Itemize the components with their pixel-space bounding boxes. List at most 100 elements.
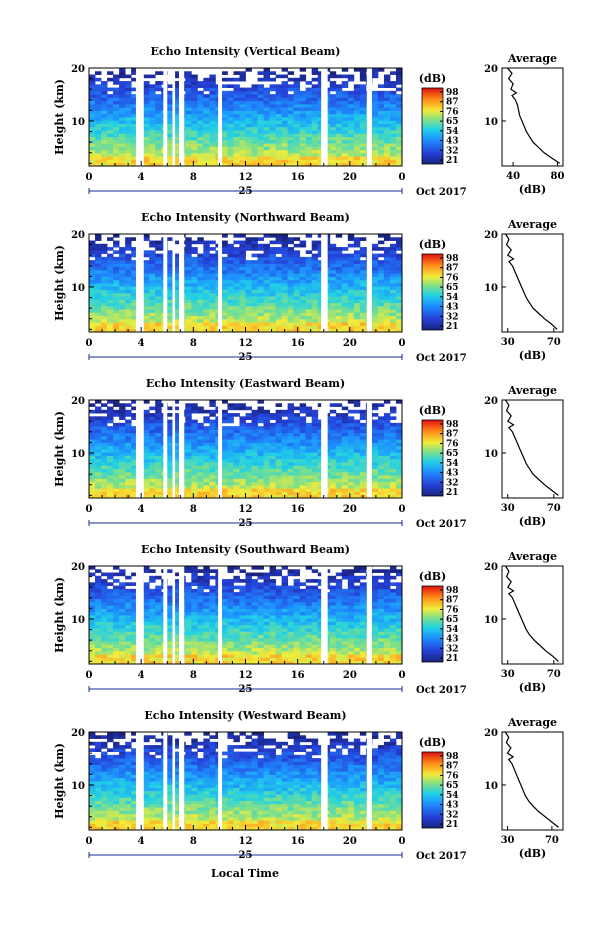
heatmap-cell: [203, 416, 210, 420]
heatmap-cell: [251, 146, 258, 151]
heatmap-cell: [185, 657, 192, 662]
heatmap-cell: [119, 156, 126, 160]
heatmap-cell: [185, 81, 192, 85]
heatmap-cell: [197, 598, 204, 603]
heatmap-cell: [275, 494, 283, 499]
x-tick-label: 20: [343, 172, 357, 183]
heatmap-cell: [377, 143, 385, 147]
heatmap-cell: [335, 94, 343, 98]
heatmap-cell: [101, 621, 108, 626]
heatmap-cell: [143, 133, 150, 137]
heatmap-cell: [305, 117, 313, 121]
heatmap-cell: [299, 279, 307, 284]
heatmap-cell: [107, 621, 114, 626]
colorbar: [421, 253, 444, 331]
heatmap-cell: [185, 615, 192, 619]
heatmap-cell: [389, 250, 397, 254]
heatmap-cell: [95, 279, 102, 284]
heatmap-cell: [191, 641, 198, 645]
heatmap-cell: [263, 71, 270, 75]
heatmap-cell: [275, 159, 283, 164]
heatmap-cell: [371, 139, 379, 144]
heatmap-cell: [317, 71, 325, 75]
heatmap-cell: [395, 97, 403, 102]
heatmap-cell: [155, 439, 162, 443]
heatmap-cell: [395, 299, 403, 303]
heatmap-cell: [245, 468, 252, 473]
heatmap-cell: [149, 647, 156, 652]
heatmap-cell: [239, 406, 246, 411]
heatmap-cell: [317, 123, 325, 128]
heatmap-cell: [155, 292, 162, 297]
heatmap-cell: [113, 269, 120, 274]
heatmap-cell: [233, 133, 240, 137]
colorbar-tick-label: 87: [446, 264, 459, 274]
heatmap-cell: [299, 266, 307, 271]
heatmap-cell: [383, 143, 391, 147]
heatmap-cell: [155, 305, 162, 310]
heatmap-cell: [131, 491, 138, 496]
heatmap-cell: [269, 328, 276, 333]
heatmap-cell: [173, 660, 180, 665]
heatmap-cell: [353, 123, 361, 128]
heatmap-cell: [125, 657, 132, 662]
heatmap-cell: [371, 488, 379, 492]
heatmap-cell: [245, 130, 252, 134]
heatmap-cell: [257, 84, 264, 88]
heatmap-cell: [209, 74, 216, 79]
heatmap-cell: [311, 422, 319, 427]
heatmap-cell: [167, 605, 174, 609]
heatmap-cell: [143, 286, 150, 290]
heatmap-cell: [287, 318, 295, 323]
colorbar-tick-label: 98: [446, 88, 459, 98]
heatmap-cell: [389, 269, 397, 274]
heatmap-cell: [377, 130, 385, 134]
heatmap-cell: [185, 322, 192, 326]
heatmap-cell: [95, 100, 102, 105]
heatmap-cell: [275, 475, 283, 479]
heatmap-cell: [185, 601, 192, 606]
heatmap-cell: [245, 276, 252, 281]
heatmap-cell: [173, 71, 180, 75]
heatmap-cell: [119, 650, 126, 655]
heatmap-cell: [287, 123, 295, 128]
heatmap-cell: [371, 253, 379, 258]
heatmap-cell: [329, 152, 337, 157]
heatmap-cell: [119, 416, 126, 420]
heatmap-cell: [95, 435, 102, 440]
heatmap-cell: [293, 123, 301, 128]
heatmap-cell: [239, 455, 246, 460]
heatmap-cell: [155, 302, 162, 307]
heatmap-cell: [317, 452, 325, 456]
heatmap-cell: [101, 605, 108, 609]
heatmap-cell: [221, 409, 228, 414]
heatmap-cell: [191, 120, 198, 124]
heatmap-cell: [269, 413, 276, 417]
heatmap-cell: [359, 315, 367, 320]
heatmap-cell: [329, 328, 337, 333]
heatmap-cell: [383, 465, 391, 469]
heatmap-cell: [101, 269, 108, 274]
heatmap-cell: [359, 471, 367, 476]
heatmap-cell: [113, 315, 120, 320]
heatmap-cell: [389, 491, 397, 496]
heatmap-cell: [371, 68, 379, 72]
heatmap-cell: [95, 494, 102, 499]
heatmap-cell: [269, 123, 276, 128]
heatmap-cell: [197, 276, 204, 281]
heatmap-cell: [113, 566, 120, 570]
heatmap-cell: [251, 491, 258, 496]
heatmap-cell: [113, 159, 120, 164]
heatmap-cell: [197, 660, 204, 665]
heatmap-cell: [89, 641, 96, 645]
heatmap-cell: [197, 611, 204, 616]
heatmap-cell: [341, 279, 349, 284]
heatmap-cell: [263, 126, 270, 131]
heatmap-cell: [359, 322, 367, 326]
heatmap-cell: [299, 478, 307, 483]
heatmap-cell: [269, 149, 276, 154]
heatmap-cell: [107, 478, 114, 483]
heatmap-cell: [293, 481, 301, 486]
heatmap-cell: [125, 146, 132, 151]
heatmap-cell: [173, 644, 180, 649]
